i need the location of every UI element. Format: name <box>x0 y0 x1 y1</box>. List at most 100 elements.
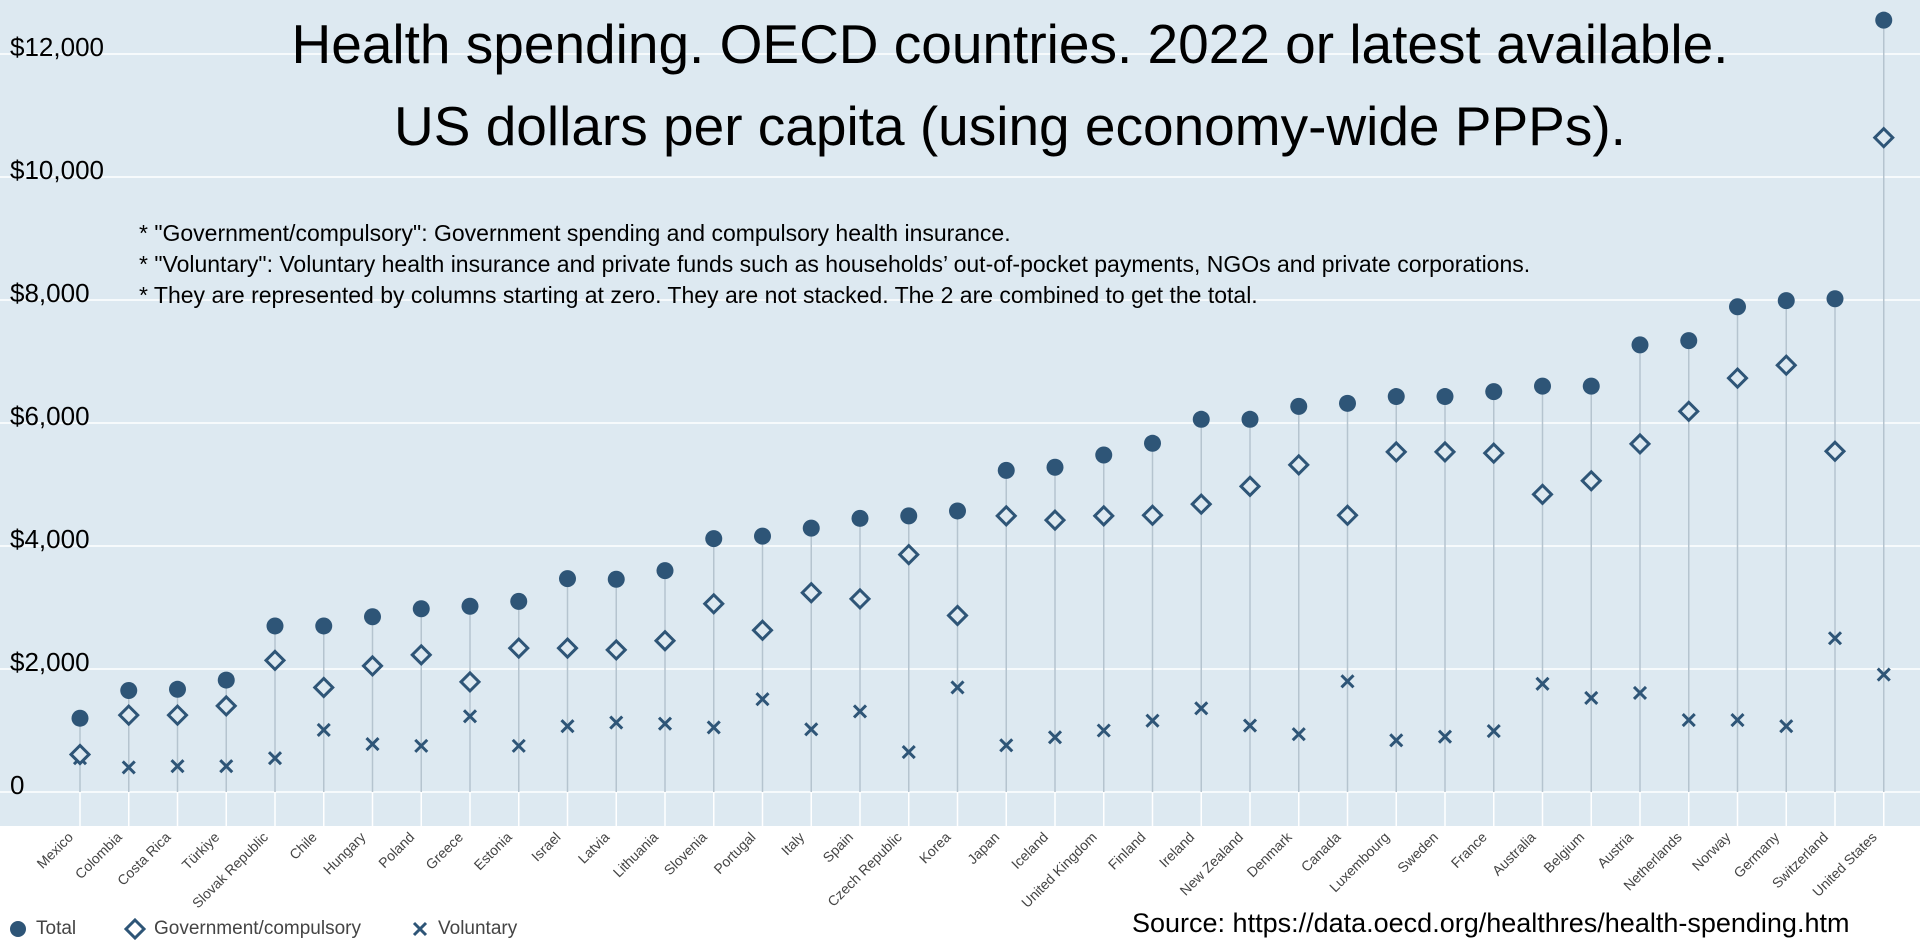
note-columns: * They are represented by columns starti… <box>139 282 1258 308</box>
total-marker <box>754 527 771 545</box>
total-marker <box>1241 410 1259 428</box>
voluntary-marker <box>1584 690 1599 705</box>
government-marker <box>117 704 140 727</box>
source-note: Source: https://data.oecd.org/healthres/… <box>1132 908 1850 938</box>
legend-label-total: Total <box>36 918 77 939</box>
government-marker <box>1385 440 1408 464</box>
total-marker <box>559 570 576 588</box>
chart-title: Health spending. OECD countries. 2022 or… <box>291 13 1729 75</box>
total-marker <box>169 680 186 698</box>
y-tick-label: $12,000 <box>10 32 104 62</box>
voluntary-marker <box>1535 676 1550 691</box>
total-marker <box>1826 290 1844 308</box>
government-marker <box>410 643 433 666</box>
government-marker <box>507 636 530 660</box>
voluntary-marker <box>1827 631 1843 646</box>
total-marker <box>1582 377 1600 395</box>
government-marker <box>1336 504 1359 527</box>
voluntary-marker <box>267 751 283 766</box>
total-marker <box>71 709 89 727</box>
government-marker <box>1580 469 1603 492</box>
voluntary-marker <box>1291 727 1306 742</box>
x-axis-band <box>0 826 1920 950</box>
total-marker <box>461 597 479 615</box>
voluntary-marker <box>999 738 1014 753</box>
total-marker <box>1290 397 1308 415</box>
chart-subtitle: US dollars per capita (using economy-wid… <box>394 95 1626 157</box>
government-marker <box>556 636 579 660</box>
voluntary-marker <box>316 722 331 737</box>
voluntary-marker <box>1437 729 1453 744</box>
voluntary-marker <box>1096 723 1111 738</box>
voluntary-marker <box>365 736 380 752</box>
legend-item-government: Government/compulsory <box>124 918 361 940</box>
total-marker <box>120 682 138 700</box>
voluntary-marker <box>414 738 429 753</box>
total-marker <box>851 509 869 527</box>
total-marker <box>705 530 723 548</box>
government-marker <box>1482 442 1505 465</box>
voluntary-marker <box>1779 719 1794 734</box>
voluntary-marker <box>121 760 136 775</box>
government-marker <box>166 704 189 727</box>
legend-item-voluntary: Voluntary <box>410 918 517 940</box>
y-tick-label: 0 <box>10 770 24 800</box>
government-marker <box>897 543 920 566</box>
government-marker <box>702 592 725 615</box>
government-marker <box>1043 509 1067 532</box>
legend-x-icon <box>412 921 428 937</box>
total-marker <box>802 519 820 537</box>
government-marker <box>1190 493 1213 516</box>
total-marker <box>1875 11 1893 29</box>
total-marker <box>607 570 625 588</box>
government-marker <box>1531 483 1554 506</box>
government-marker <box>1628 432 1652 456</box>
voluntary-marker <box>804 722 819 737</box>
government-marker <box>995 504 1018 527</box>
voluntary-marker <box>1632 685 1648 701</box>
government-marker <box>458 670 482 694</box>
government-marker <box>1726 366 1749 390</box>
total-marker <box>1534 377 1551 395</box>
voluntary-marker <box>560 719 575 734</box>
total-marker <box>1387 388 1405 406</box>
y-tick-label: $10,000 <box>10 155 104 185</box>
total-marker <box>510 592 528 610</box>
voluntary-marker <box>1145 713 1160 728</box>
voluntary-marker <box>1389 733 1404 748</box>
total-marker <box>1729 298 1746 316</box>
y-tick-label: $6,000 <box>10 401 90 431</box>
total-marker <box>1339 394 1356 412</box>
government-marker <box>653 629 677 652</box>
voluntary-marker <box>1242 718 1258 733</box>
total-marker <box>656 562 674 580</box>
government-marker <box>1092 504 1115 527</box>
legend-diamond-icon <box>124 918 146 940</box>
government-marker <box>68 743 92 766</box>
voluntary-marker <box>950 680 965 695</box>
total-marker <box>266 617 284 635</box>
voluntary-marker <box>170 759 185 774</box>
legend-item-total: Total <box>8 918 76 940</box>
voluntary-marker <box>1681 712 1696 728</box>
voluntary-marker <box>462 709 478 724</box>
voluntary-marker <box>219 759 234 774</box>
voluntary-marker <box>1047 730 1063 745</box>
government-marker <box>1141 504 1164 527</box>
total-marker <box>315 617 333 635</box>
y-tick-label: $2,000 <box>10 647 90 677</box>
total-marker <box>1095 446 1113 464</box>
legend-circle-icon <box>10 921 26 937</box>
note-voluntary: * "Voluntary": Voluntary health insuranc… <box>139 251 1531 277</box>
legend-label-government: Government/compulsory <box>154 918 361 939</box>
government-marker <box>800 581 823 604</box>
total-marker <box>1680 332 1698 350</box>
government-marker <box>312 676 335 699</box>
government-marker <box>1238 475 1262 498</box>
y-tick-label: $8,000 <box>10 278 90 308</box>
total-marker <box>949 502 966 520</box>
voluntary-marker <box>755 692 770 707</box>
voluntary-marker <box>1194 701 1209 716</box>
government-marker <box>263 649 287 672</box>
